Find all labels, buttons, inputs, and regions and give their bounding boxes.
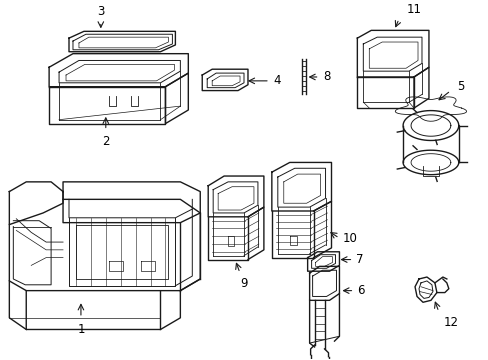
Text: 7: 7 xyxy=(356,253,363,266)
Text: 9: 9 xyxy=(240,277,247,290)
Text: 10: 10 xyxy=(342,232,357,245)
Text: 4: 4 xyxy=(273,75,281,87)
Text: 11: 11 xyxy=(406,3,421,16)
Text: 12: 12 xyxy=(443,316,458,329)
Text: 1: 1 xyxy=(77,323,84,336)
Text: 2: 2 xyxy=(102,135,109,148)
Text: 6: 6 xyxy=(357,284,364,297)
Text: 8: 8 xyxy=(323,71,330,84)
Text: 3: 3 xyxy=(97,5,104,18)
Text: 5: 5 xyxy=(456,80,463,93)
